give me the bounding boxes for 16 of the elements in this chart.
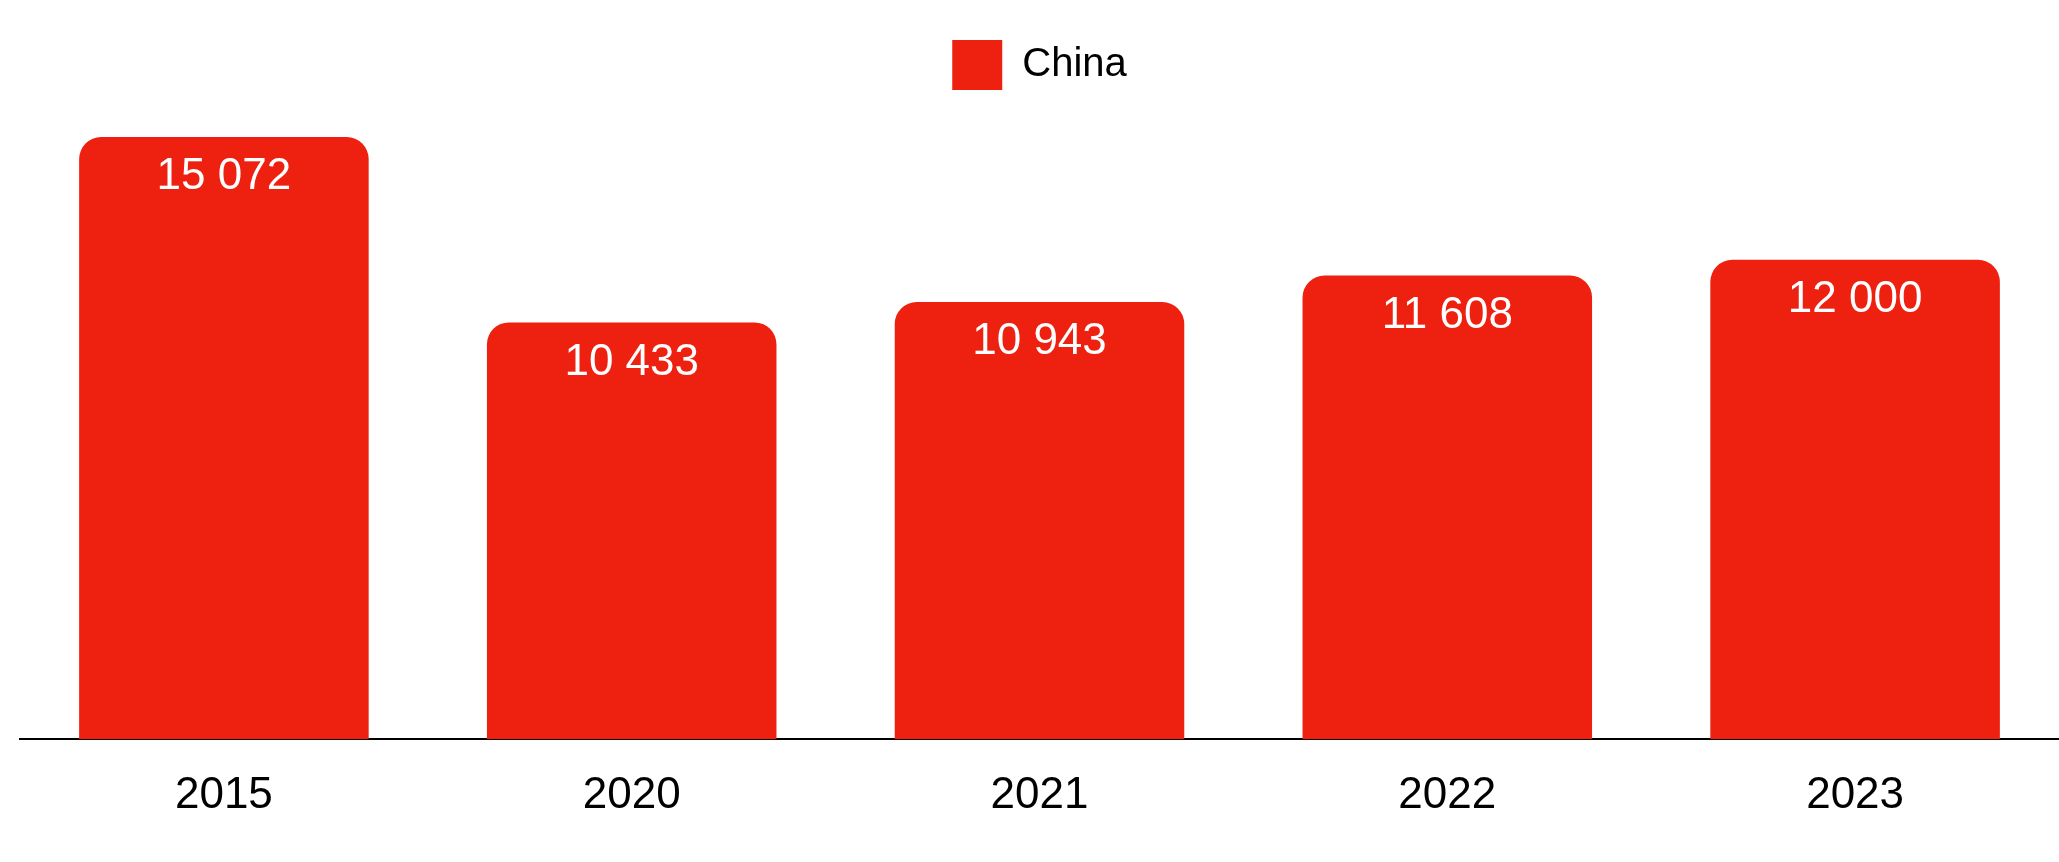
x-tick-label: 2015 [174, 767, 273, 817]
data-label: 10 433 [564, 334, 699, 384]
x-tick-label: 2021 [990, 767, 1089, 817]
bar [79, 137, 369, 740]
bar [1302, 275, 1593, 740]
data-label: 15 072 [156, 149, 292, 199]
data-label: 12 000 [1787, 271, 1923, 321]
data-label: 11 608 [1381, 287, 1513, 337]
x-tick-label: 2022 [1398, 767, 1497, 817]
bar [486, 322, 777, 740]
bar [1710, 259, 2000, 740]
legend-label: China [1022, 40, 1128, 85]
bar [894, 302, 1185, 740]
x-tick-label: 2020 [582, 767, 681, 817]
data-label: 10 943 [972, 314, 1107, 364]
x-tick-label: 2023 [1806, 767, 1905, 817]
